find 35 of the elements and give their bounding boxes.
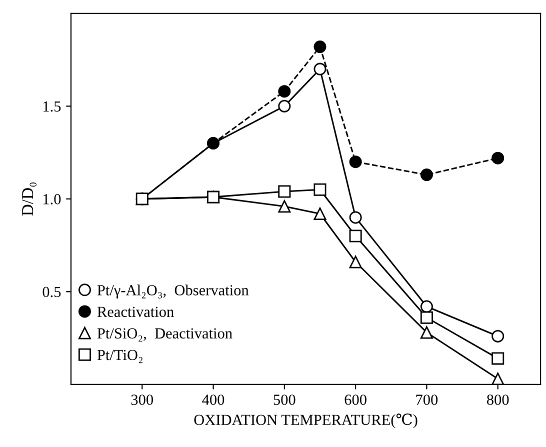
point [278,185,291,198]
x-tick-label: 800 [486,394,509,405]
point [349,256,362,268]
point [314,183,326,196]
point [420,326,433,339]
point [492,152,504,164]
x-tick-label: 400 [202,394,224,405]
point [492,330,504,342]
point [492,352,504,365]
point [314,208,326,220]
x-tick-label: 300 [131,394,153,405]
legend-label: Pt/γ-Al₂O₃, Observation [97,284,249,298]
x-tick-label: 700 [416,394,438,405]
point [314,62,326,76]
point [278,100,291,112]
point [420,168,433,182]
point [207,190,220,204]
point [420,311,433,324]
y-axis-title: D/D₀ [22,182,37,216]
point [278,85,291,98]
point [349,230,362,242]
y-tick-label: 0.5 [42,286,61,298]
x-tick-label: 500 [274,394,296,405]
x-axis-title: OXIDATION TEMPERATURE(℃) [194,414,418,428]
y-tick-label: 1.5 [44,101,61,112]
point [349,156,362,168]
legend-label: Pt/SiO₂, Deactivation [97,328,232,342]
point [420,300,433,313]
point [314,40,326,54]
point [278,200,291,213]
x-tick-label: 600 [344,394,366,405]
point [349,211,362,224]
legend-label: Pt/TiO₂ [97,350,143,364]
legend-label: Reactivation [97,306,174,317]
y-tick-label: 1.0 [44,194,61,204]
